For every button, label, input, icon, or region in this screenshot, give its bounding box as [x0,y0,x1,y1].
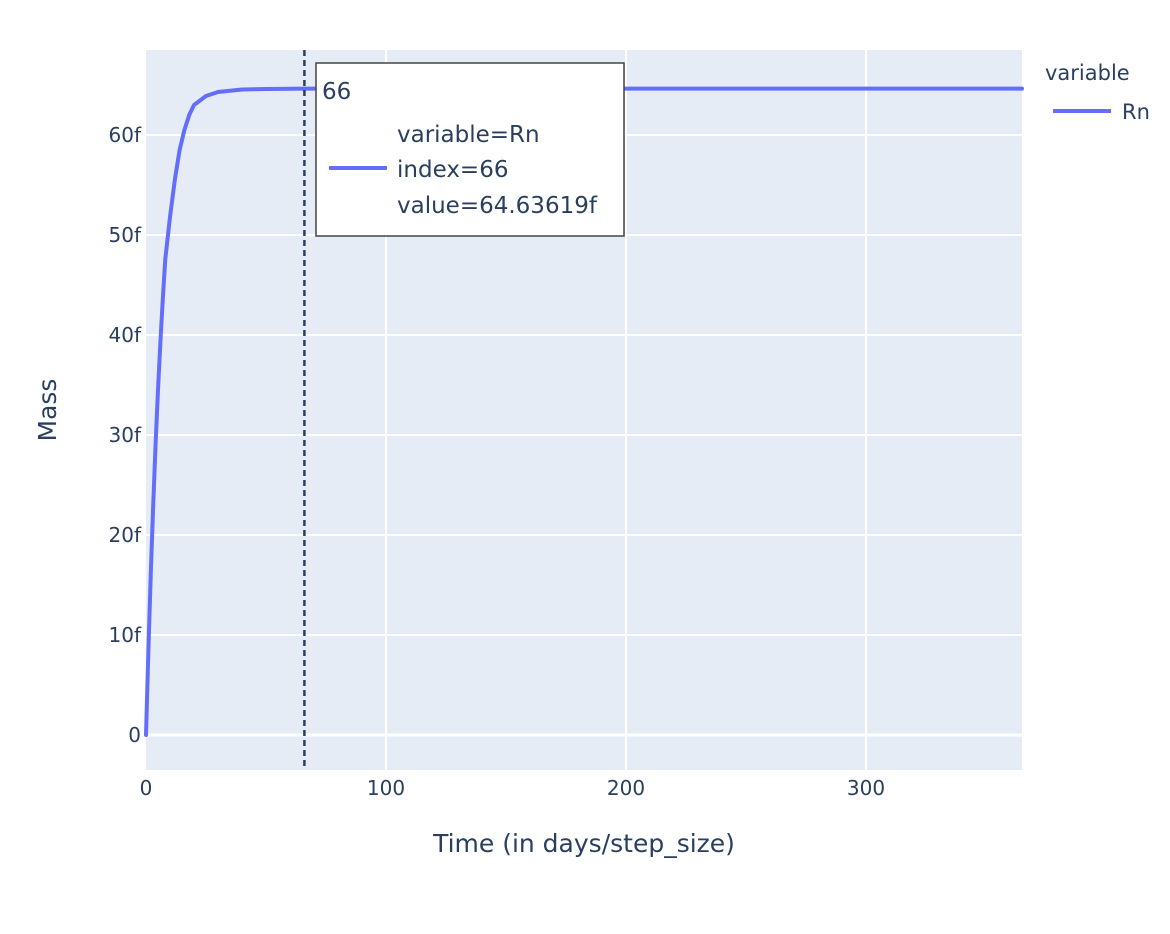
y-tick-labels: 0 10f 20f 30f 40f 50f 60f [109,123,142,747]
x-axis-title: Time (in days/step_size) [432,829,735,858]
legend-title: variable [1045,61,1130,85]
x-tick-label: 300 [847,776,885,800]
y-tick-label: 40f [109,323,142,347]
hover-tooltip-line-index: index=66 [397,157,508,183]
legend-item-rn[interactable]: Rn [1053,100,1150,124]
y-tick-label: 0 [128,723,141,747]
y-tick-label: 60f [109,123,142,147]
y-tick-label: 30f [109,423,142,447]
hover-tooltip-header: 66 [322,79,351,105]
legend[interactable]: variable Rn [1045,61,1150,124]
y-tick-label: 20f [109,523,142,547]
hover-tooltip-box [315,62,625,237]
x-tick-label: 0 [140,776,153,800]
y-tick-label: 10f [109,623,142,647]
hover-tooltip-line-variable: variable=Rn [397,122,540,148]
legend-item-label: Rn [1122,100,1150,124]
x-tick-label: 200 [607,776,645,800]
y-tick-label: 50f [109,223,142,247]
hover-layer: 66 variable=Rn index=66 value=64.63619f [303,50,625,770]
hover-tooltip: 66 variable=Rn index=66 value=64.63619f [315,62,625,237]
x-tick-labels: 0 100 200 300 [140,776,885,800]
y-axis-title: Mass [33,379,62,442]
hover-tooltip-line-value: value=64.63619f [397,193,598,219]
x-tick-label: 100 [367,776,405,800]
